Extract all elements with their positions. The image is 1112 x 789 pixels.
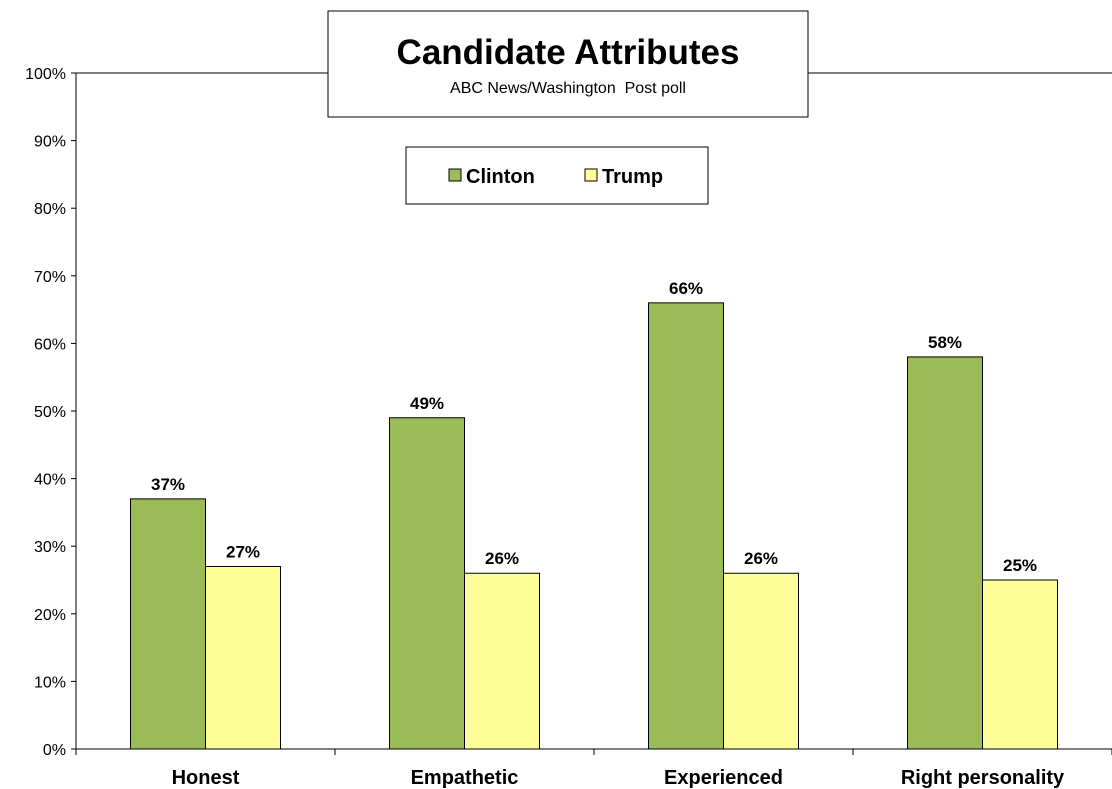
legend-label-clinton: Clinton [466,166,535,188]
data-label-clinton: 66% [669,279,703,298]
chart-subtitle: ABC News/Washington Post poll [450,80,686,97]
axes: 0% 10% 20% 30% 40% 50% 60% 70% 80% 90% 100% Honest E… [25,66,1112,789]
bar-clinton [130,498,206,750]
bar-trump [723,572,799,750]
bar-trump [464,572,540,750]
y-tick-label: 80% [34,201,66,218]
bar-trump [205,565,281,750]
data-label-trump: 27% [226,542,260,561]
bar-trump [982,579,1058,750]
x-tick-label: Honest [172,767,240,789]
legend-label-trump: Trump [602,166,663,188]
y-tick-label: 70% [34,269,66,286]
chart-title: Candidate Attributes [397,33,740,72]
data-label-clinton: 37% [151,475,185,494]
data-label-trump: 25% [1003,556,1037,575]
data-label-trump: 26% [744,549,778,568]
x-tick-label: Right personality [901,767,1065,789]
y-tick-label: 20% [34,607,66,624]
y-tick-label: 10% [34,674,66,691]
y-tick-label: 0% [43,742,66,759]
x-tick-label: Empathetic [411,767,519,789]
y-tick-label: 60% [34,336,66,353]
data-label-clinton: 49% [410,394,444,413]
legend-swatch-trump [584,168,598,182]
y-tick-label: 40% [34,472,66,489]
bar-clinton [389,417,465,750]
y-tick-label: 90% [34,134,66,151]
legend: Clinton Trump [405,146,709,205]
title-box: Candidate Attributes ABC News/Washington… [327,10,809,118]
x-tick-label: Experienced [664,767,783,789]
y-tick-label: 100% [25,66,66,83]
bars [130,302,1058,750]
y-tick-label: 30% [34,539,66,556]
bar-clinton [648,302,724,750]
legend-swatch-clinton [448,168,462,182]
data-label-trump: 26% [485,549,519,568]
bar-clinton [907,356,983,750]
data-label-clinton: 58% [928,333,962,352]
data-labels: 37% 27% 49% 26% 66% 26% 58% 25% [151,279,1037,575]
y-tick-label: 50% [34,404,66,421]
